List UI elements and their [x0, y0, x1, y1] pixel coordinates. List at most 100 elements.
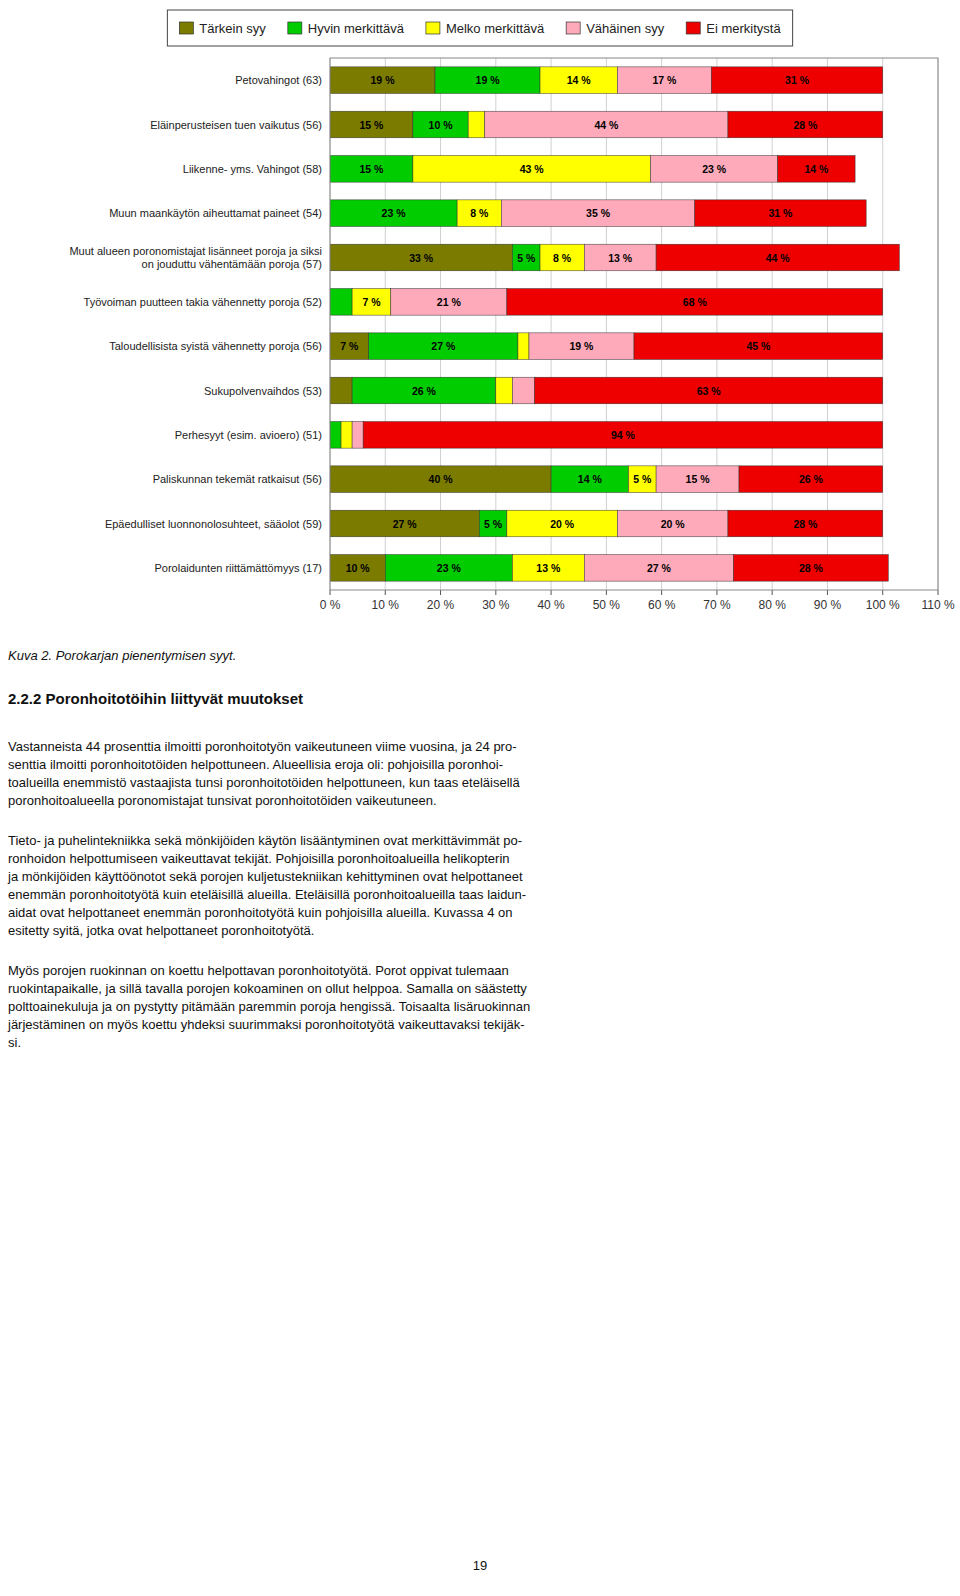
paragraph-line: toalueilla enemmistö vastaajista tunsi p…: [8, 775, 520, 790]
tick-mark: [495, 590, 496, 595]
bar-segment: [352, 289, 391, 316]
bar-segment: [330, 200, 457, 227]
paragraph: Tieto- ja puhelintekniikka sekä mönkijöi…: [7, 833, 526, 938]
category-label-line: Paliskunnan tekemät ratkaisut (56): [153, 473, 322, 485]
category-label: Paliskunnan tekemät ratkaisut (56): [153, 473, 322, 485]
data-label: 26 %: [412, 385, 437, 397]
bar-segment: [535, 377, 883, 404]
data-label: 17 %: [652, 74, 677, 86]
bar-segment: [507, 289, 883, 316]
page: 0 %10 %20 %30 %40 %50 %60 %70 %80 %90 %1…: [0, 0, 960, 1596]
bar-segment: [584, 244, 656, 271]
data-label: 28 %: [793, 119, 818, 131]
tick-mark: [661, 590, 662, 595]
bar-segment: [656, 466, 739, 493]
bar-segment: [512, 244, 540, 271]
paragraph-line: ronhoidon helpottumiseen vaikeuttavat te…: [8, 851, 510, 866]
tick-mark: [330, 590, 331, 595]
bar-segment: [435, 67, 540, 94]
data-label: 40 %: [429, 473, 454, 485]
bar-segment: [540, 67, 617, 94]
bar-segment: [413, 156, 651, 183]
bar-segment: [551, 466, 628, 493]
data-label: 14 %: [804, 163, 829, 175]
bar-segment: [330, 111, 413, 138]
category-label-line: Porolaidunten riittämättömyys (17): [154, 562, 322, 574]
data-label: 63 %: [697, 385, 722, 397]
bar-segment: [728, 111, 883, 138]
x-axis: 0 %10 %20 %30 %40 %50 %60 %70 %80 %90 %1…: [320, 590, 955, 612]
data-label: 13 %: [608, 252, 633, 264]
bar-segment: [352, 422, 363, 449]
category-label: Epäedulliset luonnonolosuhteet, sääolot …: [105, 518, 322, 530]
data-label: 8 %: [553, 252, 572, 264]
data-label: 45 %: [746, 340, 771, 352]
paragraph-line: aidat ovat helpottaneet enemmän poronhoi…: [8, 905, 512, 920]
paragraph-line: järjestäminen on myös koettu yhdeksi suu…: [7, 1017, 525, 1032]
bar-segment: [385, 555, 512, 582]
tick-mark: [938, 590, 939, 595]
category-label: Työvoiman puutteen takia vähennetty poro…: [84, 296, 322, 308]
bar-segment: [363, 422, 883, 449]
paragraph-line: Tieto- ja puhelintekniikka sekä mönkijöi…: [8, 833, 522, 848]
data-labels: 19 %15 %33 %7 %40 %27 %10 %19 %10 %15 %2…: [340, 74, 829, 574]
data-label: 20 %: [550, 518, 575, 530]
data-label: 35 %: [586, 207, 611, 219]
bar-segment: [330, 67, 435, 94]
category-label-line: Muun maankäytön aiheuttamat paineet (54): [109, 207, 322, 219]
data-label: 68 %: [683, 296, 708, 308]
bar-segment: [529, 333, 634, 360]
caption: Kuva 2. Porokarjan pienentymisen syyt.: [8, 648, 236, 663]
legend-label: Vähäinen syy: [586, 21, 665, 36]
data-label: 43 %: [520, 163, 545, 175]
tick-mark: [551, 590, 552, 595]
bar-segment: [330, 466, 551, 493]
y-axis: Petovahingot (63)Eläinperusteisen tuen v…: [69, 74, 322, 574]
legend-label: Ei merkitystä: [706, 21, 781, 36]
data-label: 14 %: [567, 74, 592, 86]
bar-segment: [391, 289, 507, 316]
category-label-line: Eläinperusteisen tuen vaikutus (56): [150, 119, 322, 131]
tick-mark: [385, 590, 386, 595]
category-label-line: Epäedulliset luonnonolosuhteet, sääolot …: [105, 518, 322, 530]
bar-segment: [628, 466, 656, 493]
bar-segment: [778, 156, 855, 183]
section-header: 2.2.2 Poronhoitotöihin liittyvät muutoks…: [8, 690, 303, 707]
category-label-line: Työvoiman puutteen takia vähennetty poro…: [84, 296, 322, 308]
bar-segment: [733, 555, 888, 582]
data-label: 19 %: [371, 74, 396, 86]
legend-swatch: [179, 22, 193, 34]
tick-mark: [772, 590, 773, 595]
data-label: 8 %: [470, 207, 489, 219]
category-label-line: Taloudellisista syistä vähennetty poroja…: [109, 340, 322, 352]
legend-swatch: [288, 22, 302, 34]
category-label: Porolaidunten riittämättömyys (17): [154, 562, 322, 574]
bar-segment: [584, 555, 733, 582]
data-label: 10 %: [429, 119, 454, 131]
category-label-line: Perhesyyt (esim. avioero) (51): [175, 429, 322, 441]
data-label: 14 %: [578, 473, 603, 485]
legend-label: Hyvin merkittävä: [308, 21, 405, 36]
bar-segment: [512, 377, 534, 404]
data-label: 26 %: [799, 473, 824, 485]
category-label: Perhesyyt (esim. avioero) (51): [175, 429, 322, 441]
paragraph-line: poronhoitoalueella poronomistajat tunsiv…: [8, 793, 437, 808]
paragraph-line: enemmän poronhoitotyötä kuin eteläisillä…: [8, 887, 526, 902]
bar-segment: [479, 510, 507, 537]
bar-segment: [330, 156, 413, 183]
data-label: 28 %: [799, 562, 824, 574]
tick-label: 50 %: [593, 598, 621, 612]
bar-segment: [656, 244, 899, 271]
legend-label: Melko merkittävä: [446, 21, 545, 36]
tick-mark: [716, 590, 717, 595]
bar-segment: [413, 111, 468, 138]
tick-label: 80 %: [759, 598, 787, 612]
bar-segment: [330, 422, 341, 449]
bar-segment: [501, 200, 694, 227]
data-label: 13 %: [536, 562, 561, 574]
data-label: 23 %: [437, 562, 462, 574]
legend-frame: [167, 10, 792, 46]
category-label: Liikenne- yms. Vahingot (58): [183, 163, 322, 175]
data-label: 27 %: [393, 518, 418, 530]
data-label: 31 %: [769, 207, 794, 219]
